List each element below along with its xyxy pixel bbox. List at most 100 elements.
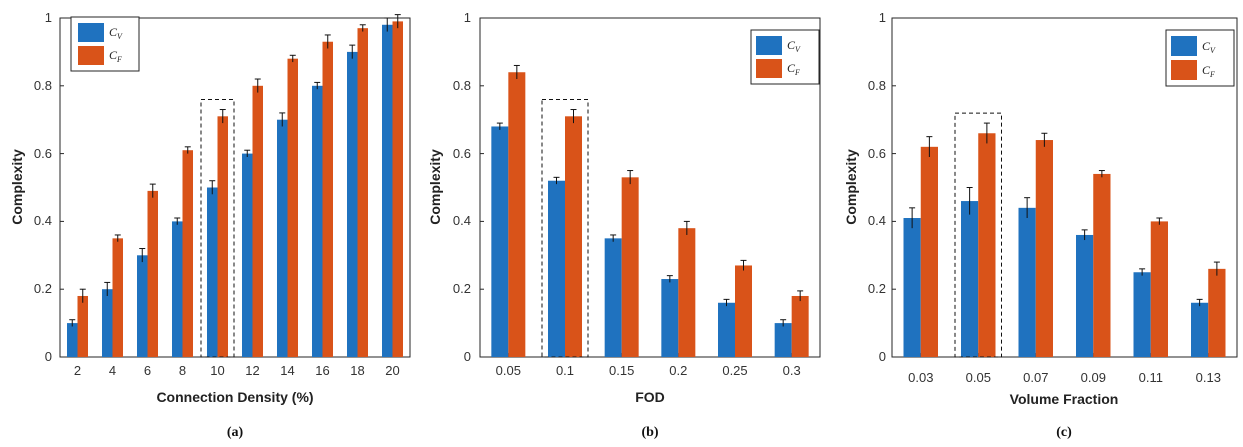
- bar-cv: [312, 85, 323, 358]
- y-tick-label: 0.2: [453, 281, 471, 296]
- y-tick-label: 0.8: [868, 78, 886, 93]
- x-axis-label: Connection Density (%): [156, 389, 313, 405]
- plot-area-c: [891, 17, 1238, 358]
- x-tick-label: 2: [74, 363, 81, 378]
- plot-area-a: [59, 17, 411, 358]
- x-tick-label: 0.09: [1081, 370, 1106, 385]
- x-tick-labels-c: 0.03 0.05 0.07 0.09 0.11 0.13: [908, 370, 1221, 385]
- bar-cv: [102, 289, 113, 357]
- bar-cv: [172, 221, 183, 357]
- y-tick-label: 0.2: [868, 281, 886, 296]
- panel-c: 0 0.2 0.4 0.6 0.8 1 0.03 0.05 0.07 0.09 …: [843, 10, 1238, 440]
- x-tick-label: 0.2: [669, 363, 687, 378]
- y-tick-label: 0: [879, 349, 886, 364]
- bar-cv: [548, 180, 565, 357]
- y-tick-labels-a: 0 0.2 0.4 0.6 0.8 1: [34, 10, 52, 364]
- bar-cv: [1191, 302, 1209, 357]
- y-axis-label: Complexity: [427, 149, 443, 225]
- x-axis-label: Volume Fraction: [1010, 391, 1119, 407]
- bar-cf: [1208, 268, 1226, 357]
- y-tick-label: 0.4: [34, 213, 52, 228]
- highlight-box: [954, 112, 1002, 358]
- x-tick-label: 0.07: [1023, 370, 1048, 385]
- y-tick-label: 1: [464, 10, 471, 25]
- bar-cf: [252, 85, 263, 358]
- legend-c: CV CF: [1165, 29, 1235, 87]
- bar-cv: [661, 279, 679, 357]
- legend-label-cf: CF: [787, 61, 800, 77]
- bar-cv: [382, 24, 393, 358]
- bar-cf: [77, 295, 88, 357]
- bar-cv: [1133, 272, 1151, 357]
- legend-label-cv: CV: [109, 25, 123, 41]
- y-tick-label: 0.8: [453, 78, 471, 93]
- highlight-box: [200, 99, 235, 358]
- legend-label-cv: CV: [1202, 39, 1216, 55]
- bar-cf: [182, 150, 193, 357]
- bar-cf: [217, 116, 228, 357]
- bar-cf: [147, 190, 158, 357]
- bar-cv: [1018, 207, 1036, 357]
- highlight-box: [541, 99, 589, 358]
- legend-swatch-cv: [756, 36, 782, 55]
- bar-cf: [791, 295, 809, 357]
- y-tick-label: 1: [45, 10, 52, 25]
- x-tick-label: 0.03: [908, 370, 933, 385]
- bar-cf: [112, 238, 123, 357]
- bar-cf: [1150, 221, 1168, 357]
- bar-cv: [277, 119, 288, 357]
- y-tick-label: 0.4: [868, 213, 886, 228]
- legend-label-cv: CV: [787, 38, 801, 54]
- x-tick-label: 14: [280, 363, 294, 378]
- x-tick-label: 0.25: [722, 363, 747, 378]
- bar-cf: [735, 265, 752, 357]
- y-tick-label: 1: [879, 10, 886, 25]
- x-tick-label: 20: [385, 363, 399, 378]
- legend-label-cf: CF: [109, 48, 122, 64]
- bar-cv: [903, 218, 921, 357]
- bar-cv: [67, 323, 78, 357]
- y-tick-label: 0.8: [34, 78, 52, 93]
- bar-cf: [920, 146, 938, 357]
- x-tick-label: 0.1: [556, 363, 574, 378]
- x-tick-label: 12: [245, 363, 259, 378]
- y-tick-labels-c: 0 0.2 0.4 0.6 0.8 1: [868, 10, 886, 364]
- bar-cf: [287, 58, 298, 358]
- x-tick-label: 0.05: [496, 363, 521, 378]
- y-axis-label: Complexity: [843, 149, 859, 225]
- panel-a: 0 0.2 0.4 0.6 0.8 1 2 4 6 8 10 12 14 16 …: [9, 10, 411, 440]
- x-tick-labels-a: 2 4 6 8 10 12 14 16 18 20: [74, 363, 400, 378]
- x-tick-label: 6: [144, 363, 151, 378]
- legend-swatch-cv: [1171, 36, 1197, 56]
- bar-cf: [392, 21, 403, 357]
- bar-cv: [137, 255, 148, 357]
- bar-cv: [491, 126, 509, 357]
- chart-marks: [60, 14, 1226, 358]
- y-tick-label: 0.6: [34, 146, 52, 161]
- x-tick-label: 10: [210, 363, 224, 378]
- x-tick-label: 18: [350, 363, 364, 378]
- x-tick-label: 16: [315, 363, 329, 378]
- legend-swatch-cf: [1171, 60, 1197, 80]
- bar-cf: [322, 41, 333, 357]
- y-tick-label: 0: [464, 349, 471, 364]
- y-axis-label: Complexity: [9, 149, 25, 225]
- x-tick-label: 0.15: [609, 363, 634, 378]
- legend-a: CV CF: [70, 16, 140, 72]
- x-tick-label: 4: [109, 363, 116, 378]
- bar-cf: [1093, 173, 1111, 357]
- legend-label-cf: CF: [1202, 63, 1215, 79]
- x-tick-label: 0.3: [783, 363, 801, 378]
- y-tick-label: 0.4: [453, 213, 471, 228]
- x-tick-labels-b: 0.05 0.1 0.15 0.2 0.25 0.3: [496, 363, 801, 378]
- x-axis-label: FOD: [635, 389, 665, 405]
- x-tick-label: 0.13: [1196, 370, 1221, 385]
- bar-cv: [347, 51, 358, 358]
- bar-cf: [565, 116, 582, 357]
- bar-cf: [357, 28, 368, 357]
- panel-caption: (c): [1056, 425, 1072, 440]
- x-tick-label: 0.11: [1139, 370, 1163, 385]
- legend-b: CV CF: [750, 29, 820, 85]
- bar-cf: [621, 177, 639, 357]
- panel-caption: (b): [641, 425, 658, 440]
